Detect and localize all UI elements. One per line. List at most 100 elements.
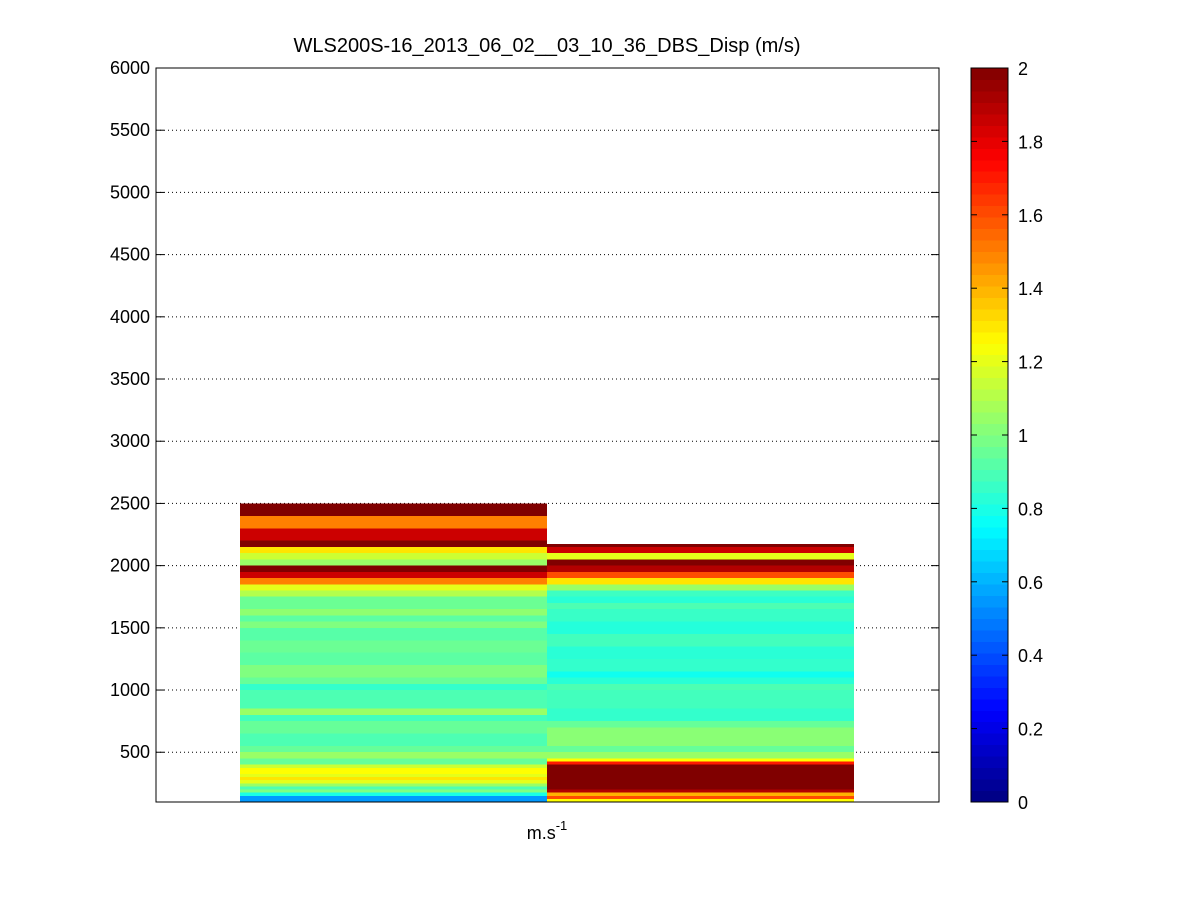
heatmap-cell xyxy=(240,503,547,516)
heatmap-cell xyxy=(547,789,854,793)
colorbar-swatch xyxy=(971,205,1008,218)
heatmap xyxy=(240,503,854,802)
heatmap-cell xyxy=(240,783,547,787)
heatmap-cell xyxy=(240,615,547,622)
heatmap-cell xyxy=(240,621,547,628)
heatmap-cell xyxy=(547,752,854,759)
heatmap-cell xyxy=(240,609,547,616)
heatmap-cell xyxy=(240,546,547,554)
colorbar-swatch xyxy=(971,274,1008,287)
heatmap-cell xyxy=(240,780,547,784)
colorbar-swatch xyxy=(971,125,1008,138)
heatmap-cell xyxy=(240,683,547,691)
colorbar-swatch xyxy=(971,538,1008,551)
heatmap-cell xyxy=(240,652,547,666)
colorbar-swatch xyxy=(971,629,1008,642)
heatmap-cell xyxy=(547,727,854,747)
colorbar-swatch xyxy=(971,400,1008,413)
heatmap-cell xyxy=(240,515,547,529)
y-tick-label: 1500 xyxy=(110,618,150,638)
colorbar-swatch xyxy=(971,262,1008,275)
heatmap-cell xyxy=(547,621,854,635)
heatmap-cell xyxy=(240,528,547,541)
colorbar-swatches xyxy=(971,68,1008,803)
colorbar-swatch xyxy=(971,721,1008,734)
colorbar-swatch xyxy=(971,756,1008,769)
heatmap-cell xyxy=(240,578,547,585)
colorbar-swatch xyxy=(971,412,1008,425)
x-axis-label-exponent: -1 xyxy=(556,818,568,833)
heatmap-cell xyxy=(240,627,547,641)
colorbar-swatch xyxy=(971,710,1008,723)
colorbar-swatch xyxy=(971,90,1008,103)
y-tick-label: 4500 xyxy=(110,245,150,265)
colorbar-swatch xyxy=(971,641,1008,654)
y-tick-label: 500 xyxy=(120,742,150,762)
heatmap-cell xyxy=(547,553,854,560)
heatmap-cell xyxy=(240,665,547,678)
y-tick-label: 2000 xyxy=(110,556,150,576)
colorbar-swatch xyxy=(971,515,1008,528)
colorbar-swatch xyxy=(971,744,1008,757)
heatmap-cell xyxy=(547,546,854,554)
colorbar-tick-label: 1.8 xyxy=(1018,132,1043,152)
heatmap-cell xyxy=(547,571,854,579)
colorbar-swatch xyxy=(971,79,1008,92)
y-tick-label: 3500 xyxy=(110,369,150,389)
heatmap-cell xyxy=(240,677,547,684)
plot-area: 500 1000 1500 2000 2500 3000 3500 4000 4500 5000 5… xyxy=(110,58,940,843)
colorbar-swatch xyxy=(971,469,1008,482)
heatmap-cell xyxy=(547,721,854,728)
heatmap-cell xyxy=(240,565,547,572)
colorbar-swatch xyxy=(971,618,1008,631)
colorbar-tick-label: 1.2 xyxy=(1018,353,1043,373)
colorbar-swatch xyxy=(971,675,1008,688)
colorbar-swatch xyxy=(971,366,1008,379)
heatmap-cell xyxy=(240,764,547,768)
colorbar-swatch xyxy=(971,354,1008,367)
plot-border xyxy=(155,67,940,803)
y-tick-label: 3000 xyxy=(110,431,150,451)
colorbar-swatch xyxy=(971,102,1008,115)
heatmap-cell xyxy=(547,565,854,572)
heatmap-cell xyxy=(547,683,854,691)
heatmap-cell xyxy=(240,690,547,709)
heatmap-cell xyxy=(240,767,547,775)
heatmap-cell xyxy=(240,714,547,722)
heatmap-cell xyxy=(240,758,547,765)
heatmap-cell xyxy=(240,553,547,560)
heatmap-cell xyxy=(547,758,854,762)
colorbar-swatch xyxy=(971,480,1008,493)
heatmap-cell xyxy=(547,764,854,790)
colorbar-swatch xyxy=(971,584,1008,597)
colorbar-swatch xyxy=(971,377,1008,390)
colorbar-tick-label: 0.4 xyxy=(1018,646,1043,666)
colorbar-swatch xyxy=(971,526,1008,539)
heatmap-cell xyxy=(547,578,854,585)
heatmap-cell xyxy=(240,571,547,579)
colorbar-swatch xyxy=(971,687,1008,700)
heatmap-cell xyxy=(547,690,854,709)
heatmap-cell xyxy=(240,640,547,653)
colorbar-swatch xyxy=(971,217,1008,230)
colorbar-swatch xyxy=(971,446,1008,459)
colorbar-tick-label: 0.8 xyxy=(1018,499,1043,519)
colorbar-swatch xyxy=(971,343,1008,356)
colorbar-swatch xyxy=(971,136,1008,149)
colorbar-swatch xyxy=(971,698,1008,711)
heatmap-cell xyxy=(547,746,854,753)
colorbar-swatch xyxy=(971,228,1008,241)
chart-title: WLS200S-16_2013_06_02__03_10_36_DBS_Disp… xyxy=(293,35,800,57)
x-axis-label-base: m.s xyxy=(527,823,556,843)
heatmap-cell xyxy=(547,646,854,659)
colorbar-swatch xyxy=(971,423,1008,436)
colorbar-swatch xyxy=(971,572,1008,585)
heatmap-cell xyxy=(547,602,854,610)
colorbar-swatch xyxy=(971,561,1008,574)
heatmap-cell xyxy=(240,733,547,747)
colorbar-swatch xyxy=(971,331,1008,344)
heatmap-cell xyxy=(547,596,854,603)
colorbar-swatch xyxy=(971,159,1008,172)
colorbar-swatch xyxy=(971,503,1008,516)
